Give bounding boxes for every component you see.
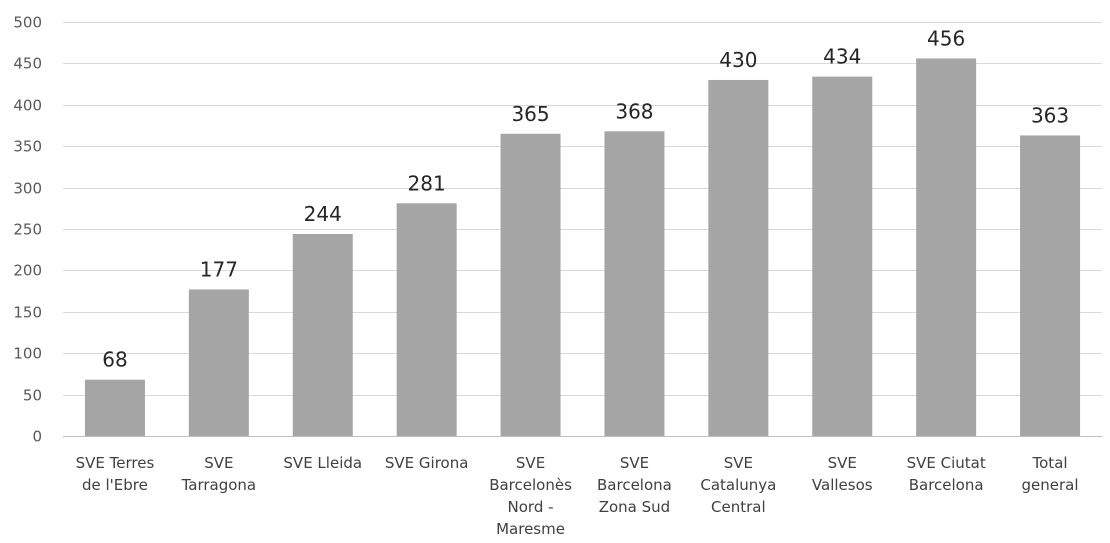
category-label-line: SVE (516, 454, 545, 472)
bar (812, 76, 873, 436)
category-label: SVE Barcelonès Nord - Maresme (489, 454, 572, 538)
data-label: 434 (823, 45, 861, 69)
category-label: SVE Terres de l'Ebre (76, 454, 155, 494)
y-tick-label: 50 (23, 387, 42, 405)
category-label: SVE Catalunya Central (700, 454, 776, 516)
y-axis-tick-labels: 0 50 100 150 200 250 300 350 400 450 500 (13, 14, 42, 446)
category-label-line: Zona Sud (599, 498, 670, 516)
bars (84, 58, 1081, 437)
bar (604, 131, 665, 436)
data-label: 68 (102, 348, 127, 372)
category-label: SVE Barcelona Zona Sud (597, 454, 672, 516)
bar (708, 79, 769, 437)
category-label-line: Catalunya (700, 476, 776, 494)
data-labels: 68 177 244 281 365 368 430 434 456 363 (102, 26, 1069, 371)
data-label: 281 (408, 171, 446, 195)
category-label-line: Barcelona (597, 476, 672, 494)
category-label-line: de l'Ebre (82, 476, 148, 494)
bar (1020, 135, 1081, 436)
y-tick-label: 350 (13, 138, 42, 156)
y-tick-label: 200 (13, 262, 42, 280)
category-label-line: Barcelona (909, 476, 984, 494)
category-label-line: general (1022, 476, 1079, 494)
bar (84, 379, 145, 436)
y-tick-label: 400 (13, 97, 42, 115)
category-label-line: SVE Lleida (283, 454, 362, 472)
category-label-line: Tarragona (181, 476, 257, 494)
y-tick-label: 0 (32, 428, 42, 446)
data-label: 456 (927, 26, 965, 50)
category-label-line: SVE Terres (76, 454, 155, 472)
data-label: 365 (511, 102, 549, 126)
category-label-line: Nord - (508, 498, 554, 516)
y-tick-label: 300 (13, 180, 42, 198)
bar (396, 203, 457, 436)
category-label: SVE Ciutat Barcelona (907, 454, 986, 494)
category-label-line: Central (711, 498, 766, 516)
bar (292, 233, 353, 436)
category-label: SVE Lleida (283, 454, 362, 472)
category-label: SVE Tarragona (181, 454, 257, 494)
y-tick-label: 150 (13, 304, 42, 322)
category-label-line: SVE (724, 454, 753, 472)
category-label-line: Total (1032, 454, 1068, 472)
data-label: 177 (200, 257, 238, 281)
data-label: 244 (304, 202, 342, 226)
data-label: 363 (1031, 103, 1069, 127)
y-tick-label: 250 (13, 221, 42, 239)
y-tick-label: 100 (13, 345, 42, 363)
category-label-line: SVE (204, 454, 233, 472)
bar (916, 58, 977, 436)
category-label: SVE Girona (385, 454, 469, 472)
category-label-line: Vallesos (812, 476, 873, 494)
bar (500, 133, 561, 436)
category-label-line: SVE (620, 454, 649, 472)
category-label-line: SVE Girona (385, 454, 469, 472)
data-label: 430 (719, 48, 757, 72)
category-label-line: SVE Ciutat (907, 454, 986, 472)
category-label: Total general (1022, 454, 1079, 494)
category-label-line: Barcelonès (489, 476, 572, 494)
bar (188, 289, 249, 436)
x-axis-category-labels: SVE Terres de l'Ebre SVE Tarragona SVE Lleid… (76, 454, 1079, 538)
category-label: SVE Vallesos (812, 454, 873, 494)
y-tick-label: 500 (13, 14, 42, 32)
category-label-line: Maresme (496, 520, 565, 538)
y-tick-label: 450 (13, 55, 42, 73)
data-label: 368 (615, 99, 653, 123)
category-label-line: SVE (828, 454, 857, 472)
